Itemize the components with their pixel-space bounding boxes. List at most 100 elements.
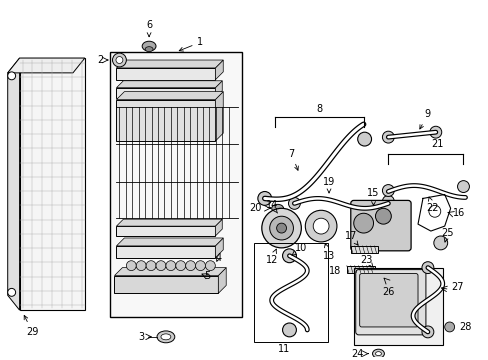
Bar [346, 266, 374, 273]
Circle shape [185, 261, 195, 271]
Text: 17: 17 [344, 231, 357, 245]
Circle shape [444, 322, 454, 332]
Circle shape [269, 216, 293, 240]
Circle shape [112, 53, 126, 67]
Text: 29: 29 [24, 315, 39, 337]
Text: 16: 16 [452, 208, 464, 218]
Circle shape [175, 261, 185, 271]
Circle shape [375, 208, 390, 224]
Ellipse shape [157, 331, 174, 343]
Text: 3: 3 [138, 332, 144, 342]
Circle shape [261, 208, 301, 248]
Bar [116, 68, 215, 80]
Text: 15: 15 [366, 189, 379, 206]
Circle shape [382, 131, 393, 143]
Circle shape [433, 236, 447, 250]
Circle shape [146, 261, 156, 271]
Text: 22: 22 [426, 197, 438, 213]
Circle shape [276, 223, 286, 233]
Ellipse shape [271, 204, 283, 212]
Text: 25: 25 [441, 228, 453, 242]
Circle shape [428, 205, 440, 217]
Text: 8: 8 [315, 104, 322, 114]
Circle shape [429, 126, 441, 138]
Circle shape [282, 249, 296, 263]
Ellipse shape [145, 47, 153, 51]
Bar [353, 267, 442, 345]
Text: 27: 27 [451, 282, 463, 292]
Circle shape [195, 261, 205, 271]
Text: 14: 14 [265, 201, 277, 213]
Bar [116, 226, 215, 236]
Circle shape [116, 57, 122, 63]
Text: 7: 7 [288, 149, 298, 170]
Circle shape [8, 72, 16, 80]
Bar [20, 58, 84, 310]
Text: 4: 4 [215, 253, 221, 263]
Polygon shape [215, 81, 222, 98]
Text: 19: 19 [322, 177, 334, 193]
Text: 23: 23 [360, 255, 373, 267]
Circle shape [8, 288, 16, 296]
FancyBboxPatch shape [355, 270, 425, 335]
Ellipse shape [372, 349, 384, 358]
Circle shape [457, 181, 468, 193]
Polygon shape [215, 92, 223, 141]
Circle shape [282, 323, 296, 337]
Circle shape [421, 326, 433, 338]
Circle shape [136, 261, 146, 271]
Polygon shape [116, 92, 223, 100]
Circle shape [257, 192, 271, 205]
Circle shape [353, 213, 373, 233]
Circle shape [382, 195, 393, 207]
Text: 10: 10 [291, 243, 307, 255]
Polygon shape [8, 58, 84, 73]
Text: 9: 9 [419, 109, 430, 129]
Circle shape [382, 185, 393, 197]
Polygon shape [215, 219, 222, 236]
Polygon shape [116, 60, 223, 68]
FancyBboxPatch shape [350, 201, 410, 251]
Polygon shape [215, 60, 223, 80]
Bar [109, 52, 242, 317]
Polygon shape [8, 58, 20, 310]
Ellipse shape [375, 352, 381, 356]
Text: 21: 21 [431, 139, 443, 149]
Text: 24: 24 [350, 348, 363, 359]
Text: 18: 18 [328, 266, 340, 276]
Bar [116, 100, 215, 141]
Circle shape [313, 218, 328, 234]
Text: 1: 1 [179, 37, 203, 51]
Bar [253, 243, 327, 342]
Polygon shape [116, 238, 223, 246]
Polygon shape [116, 81, 222, 88]
FancyBboxPatch shape [359, 274, 417, 327]
Text: 20: 20 [249, 203, 261, 213]
Text: 2: 2 [97, 55, 103, 65]
Text: 13: 13 [322, 243, 334, 261]
Polygon shape [116, 219, 222, 226]
Text: 5: 5 [204, 271, 210, 280]
Circle shape [156, 261, 165, 271]
Text: 28: 28 [459, 322, 471, 332]
Polygon shape [114, 267, 226, 275]
Polygon shape [215, 238, 223, 258]
Ellipse shape [161, 334, 170, 340]
Text: 11: 11 [278, 344, 290, 354]
Bar [350, 246, 378, 253]
Circle shape [305, 210, 336, 242]
Text: 12: 12 [265, 249, 277, 265]
Bar [114, 275, 218, 293]
Polygon shape [218, 267, 226, 293]
Text: 26: 26 [382, 287, 394, 297]
Circle shape [126, 261, 136, 271]
Circle shape [421, 262, 433, 274]
Bar [116, 88, 215, 98]
Circle shape [288, 197, 300, 209]
Bar [116, 246, 215, 258]
Ellipse shape [142, 41, 156, 51]
Circle shape [165, 261, 175, 271]
Text: 6: 6 [146, 21, 152, 37]
Circle shape [205, 261, 215, 271]
Circle shape [357, 132, 371, 146]
